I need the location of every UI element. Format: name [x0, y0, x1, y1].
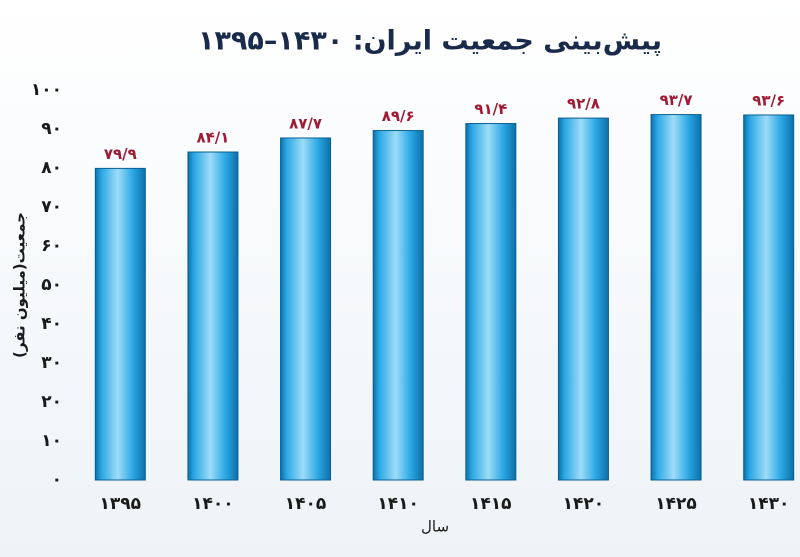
value-label: ۹۳/۶ [752, 91, 785, 109]
value-label: ۸۹/۶ [382, 107, 415, 125]
value-label: ۷۹/۹ [104, 145, 137, 163]
x-tick-label: ۱۴۱۰ [377, 494, 419, 514]
y-tick-label: ۱۰۰ [31, 80, 62, 100]
x-tick-label: ۱۴۲۵ [655, 494, 697, 514]
value-label: ۹۲/۸ [567, 95, 600, 113]
x-tick-label: ۱۳۹۵ [100, 494, 142, 514]
y-tick-label: ۹۰ [41, 119, 62, 139]
x-tick-label: ۱۴۱۵ [470, 494, 512, 514]
y-axis-label: جمعیت(میلیون نفر) [11, 212, 29, 358]
y-tick-label: ۰ [52, 470, 62, 490]
bar [557, 117, 609, 481]
y-tick-label: ۴۰ [41, 314, 62, 334]
value-label: ۸۴/۱ [196, 129, 229, 147]
value-label: ۹۳/۷ [660, 91, 693, 109]
y-tick-label: ۵۰ [41, 275, 62, 295]
bar [372, 130, 424, 481]
bar [187, 151, 239, 481]
value-label: ۸۷/۷ [289, 114, 322, 132]
y-tick-label: ۷۰ [41, 197, 62, 217]
chart-title: پیش‌بینی جمعیت ایران: ۱۴۳۰–۱۳۹۵ [198, 26, 662, 57]
x-tick-label: ۱۴۳۰ [748, 494, 790, 514]
y-tick-label: ۸۰ [41, 158, 62, 178]
x-tick-label: ۱۴۰۵ [285, 494, 327, 514]
bar [94, 167, 146, 481]
x-tick-label: ۱۴۰۰ [192, 494, 234, 514]
y-tick-label: ۶۰ [41, 236, 62, 256]
y-tick-label: ۱۰ [41, 431, 62, 451]
bar [280, 137, 332, 481]
x-axis-label: سال [421, 518, 449, 536]
y-tick-label: ۲۰ [41, 392, 62, 412]
bar [465, 123, 517, 481]
x-tick-label: ۱۴۲۰ [563, 494, 605, 514]
bar [743, 114, 795, 481]
value-label: ۹۱/۴ [474, 100, 507, 118]
y-tick-label: ۳۰ [41, 353, 62, 373]
bar [650, 114, 702, 481]
